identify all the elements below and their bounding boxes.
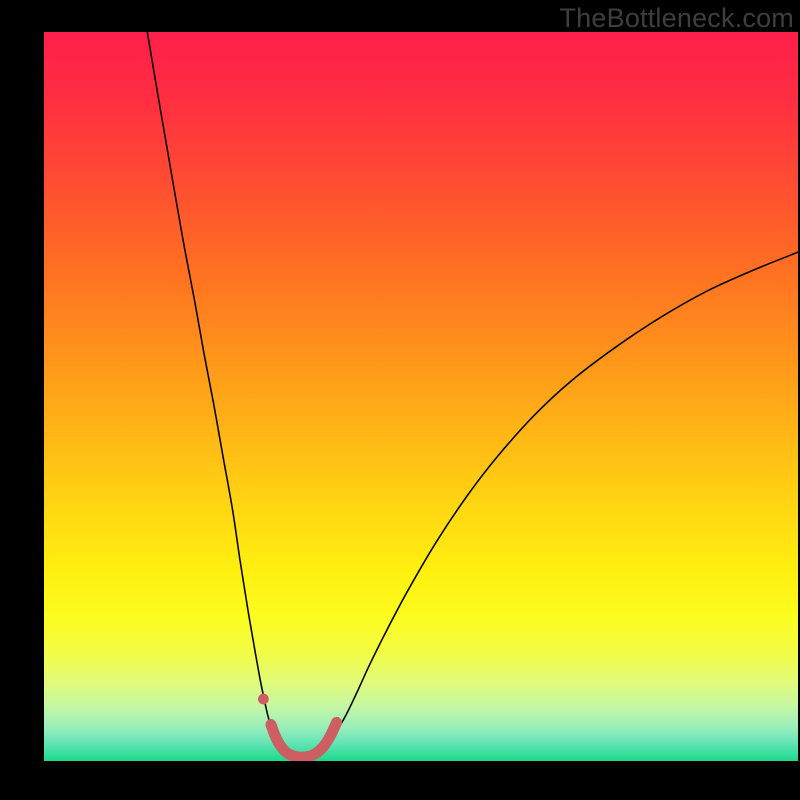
bottleneck-curve (147, 32, 798, 757)
chart-root: TheBottleneck.com (0, 0, 800, 800)
watermark-text: TheBottleneck.com (559, 3, 794, 34)
highlight-start-dot (258, 694, 269, 705)
highlight-valley-stroke (271, 722, 337, 757)
curve-layer (44, 32, 798, 761)
plot-area (44, 32, 798, 761)
